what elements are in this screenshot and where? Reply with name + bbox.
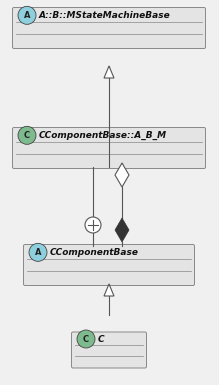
- Text: C: C: [83, 335, 89, 343]
- Text: A: A: [35, 248, 41, 257]
- Polygon shape: [115, 163, 129, 187]
- Polygon shape: [104, 284, 114, 296]
- Polygon shape: [104, 66, 114, 78]
- Circle shape: [29, 243, 47, 261]
- FancyBboxPatch shape: [71, 332, 147, 368]
- Circle shape: [18, 126, 36, 144]
- Text: A::B::MStateMachineBase: A::B::MStateMachineBase: [39, 11, 171, 20]
- Polygon shape: [115, 218, 129, 242]
- Circle shape: [18, 6, 36, 24]
- FancyBboxPatch shape: [12, 127, 205, 169]
- Circle shape: [77, 330, 95, 348]
- Text: A: A: [24, 11, 30, 20]
- Text: CComponentBase::A_B_M: CComponentBase::A_B_M: [39, 131, 167, 140]
- FancyBboxPatch shape: [12, 7, 205, 49]
- Text: CComponentBase: CComponentBase: [50, 248, 139, 257]
- Text: C: C: [98, 335, 105, 343]
- FancyBboxPatch shape: [23, 244, 194, 286]
- Text: C: C: [24, 131, 30, 140]
- Circle shape: [85, 217, 101, 233]
